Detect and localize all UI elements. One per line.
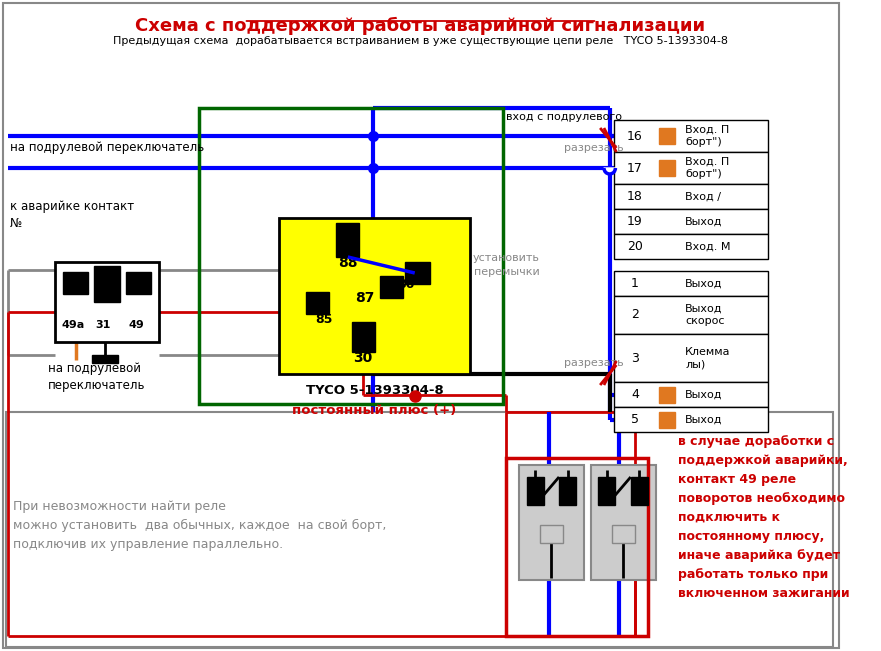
Bar bbox=[337, 223, 359, 257]
Text: разрезать: разрезать bbox=[564, 358, 624, 368]
Bar bbox=[405, 262, 430, 284]
Text: Вход /: Вход / bbox=[685, 191, 722, 202]
Text: TYCO 5-1393304-8: TYCO 5-1393304-8 bbox=[306, 384, 443, 397]
Bar bbox=[507, 458, 648, 636]
Text: Выход: Выход bbox=[685, 217, 722, 227]
Text: Вход. М: Вход. М bbox=[685, 242, 730, 251]
Bar bbox=[614, 296, 768, 334]
Text: Выход: Выход bbox=[685, 279, 722, 288]
Text: 86: 86 bbox=[397, 277, 415, 290]
Text: постоянный плюс (+): постоянный плюс (+) bbox=[292, 404, 456, 417]
Bar bbox=[614, 234, 768, 259]
Text: 30: 30 bbox=[353, 351, 373, 365]
Text: Вход. П
борт"): Вход. П борт") bbox=[685, 125, 729, 147]
Bar bbox=[527, 477, 544, 505]
Text: установить
перемычки: установить перемычки bbox=[473, 253, 540, 277]
Text: на подрулевой
переключатель: на подрулевой переключатель bbox=[48, 362, 145, 392]
Bar bbox=[598, 477, 616, 505]
Bar bbox=[659, 387, 675, 402]
Text: разрезать: разрезать bbox=[564, 143, 624, 153]
Bar bbox=[614, 334, 768, 382]
Bar bbox=[519, 465, 584, 580]
Bar bbox=[614, 209, 768, 234]
Text: 2: 2 bbox=[631, 309, 639, 322]
Text: Выход
скорос: Выход скорос bbox=[685, 304, 725, 326]
Text: 16: 16 bbox=[627, 130, 643, 143]
Bar bbox=[56, 262, 159, 342]
Bar bbox=[381, 276, 403, 298]
Bar bbox=[199, 108, 503, 404]
Bar bbox=[540, 525, 563, 543]
Text: 31: 31 bbox=[95, 320, 111, 330]
Text: к аварийке контакт
№: к аварийке контакт № bbox=[10, 200, 134, 230]
Text: 18: 18 bbox=[627, 190, 643, 203]
Bar bbox=[614, 184, 768, 209]
Bar bbox=[614, 120, 768, 152]
Text: Выход: Выход bbox=[685, 415, 722, 424]
Text: 85: 85 bbox=[315, 313, 333, 326]
Text: При невозможности найти реле
можно установить  два обычных, каждое  на свой борт: При невозможности найти реле можно устан… bbox=[13, 500, 387, 551]
Bar bbox=[659, 411, 675, 428]
Text: Схема с поддержкой работы аварийной сигнализации: Схема с поддержкой работы аварийной сигн… bbox=[136, 17, 706, 35]
Wedge shape bbox=[604, 168, 616, 174]
Bar bbox=[659, 160, 675, 176]
Bar bbox=[279, 218, 470, 374]
Text: 3: 3 bbox=[631, 352, 639, 365]
Bar bbox=[631, 477, 648, 505]
Text: 88: 88 bbox=[338, 256, 358, 270]
Bar bbox=[659, 128, 675, 144]
Bar bbox=[611, 525, 634, 543]
Text: 17: 17 bbox=[627, 161, 643, 174]
Text: 20: 20 bbox=[627, 240, 643, 253]
Bar bbox=[93, 266, 121, 302]
Bar bbox=[352, 322, 374, 352]
Bar bbox=[614, 407, 768, 432]
Bar bbox=[6, 412, 833, 647]
Text: на подрулевой переключатель: на подрулевой переключатель bbox=[10, 141, 204, 154]
Text: Вход. П
борт"): Вход. П борт") bbox=[685, 157, 729, 179]
Text: 49a: 49a bbox=[61, 320, 85, 330]
Bar bbox=[306, 292, 329, 314]
Text: 87: 87 bbox=[355, 291, 374, 305]
Bar bbox=[63, 272, 88, 294]
Text: Предыдущая схема  дорабатывается встраиванием в уже существующие цепи реле   TYC: Предыдущая схема дорабатывается встраива… bbox=[113, 36, 728, 46]
Text: 19: 19 bbox=[627, 215, 643, 228]
Bar bbox=[92, 355, 119, 363]
Text: 5: 5 bbox=[631, 413, 639, 426]
Bar bbox=[559, 477, 576, 505]
Text: Выход: Выход bbox=[685, 389, 722, 400]
Text: Клемма
лы): Клемма лы) bbox=[685, 347, 730, 369]
Bar bbox=[614, 382, 768, 407]
Text: 1: 1 bbox=[631, 277, 639, 290]
Bar bbox=[614, 271, 768, 296]
Text: 4: 4 bbox=[631, 388, 639, 401]
Bar bbox=[126, 272, 151, 294]
Text: вход с подрулевого: вход с подрулевого bbox=[507, 112, 623, 122]
Bar bbox=[614, 152, 768, 184]
Text: 49: 49 bbox=[128, 320, 144, 330]
Text: в случае доработки с
поддержкой аварийки,
контакт 49 реле
поворотов необходимо
п: в случае доработки с поддержкой аварийки… bbox=[678, 435, 850, 600]
Bar bbox=[590, 465, 655, 580]
